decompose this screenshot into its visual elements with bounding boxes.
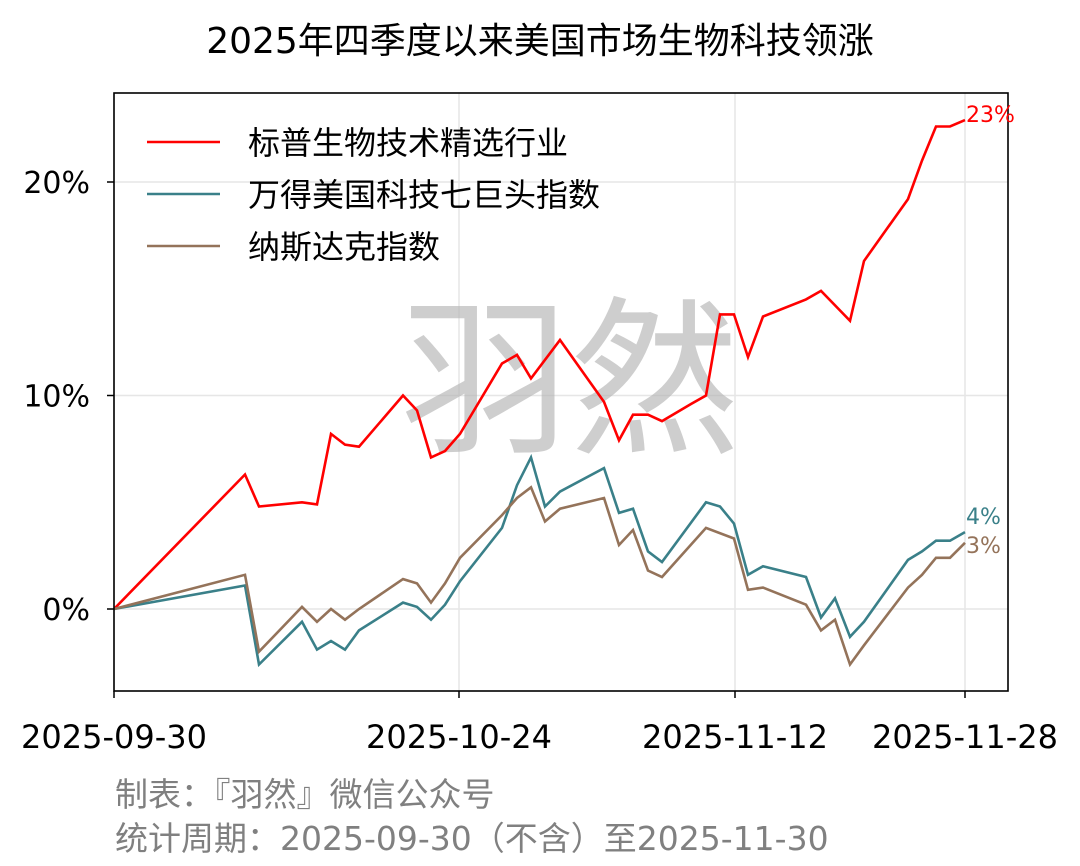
x-axis: 2025-09-30 2025-10-24 2025-11-12 2025-11-28 — [21, 691, 1058, 756]
chart-title: 2025年四季度以来美国市场生物科技领涨 — [206, 21, 874, 62]
watermark-text: 羽然 — [400, 283, 740, 481]
series-lines — [113, 118, 966, 668]
x-tick-label: 2025-10-24 — [366, 718, 552, 756]
plot-frame — [113, 92, 1009, 692]
series-line-0 — [113, 118, 966, 610]
end-label-2: 3% — [966, 534, 1001, 559]
legend-label-2: 纳斯达克指数 — [248, 228, 440, 266]
end-value-labels: 23% 4% 3% — [966, 103, 1015, 559]
legend-label-1: 万得美国科技七巨头指数 — [248, 176, 600, 214]
legend-label-0: 标普生物技术精选行业 — [248, 124, 568, 162]
x-tick-label: 2025-11-12 — [642, 718, 828, 756]
series-line-1 — [113, 453, 966, 668]
footer-period: 统计周期：2025-09-30（不含）至2025-11-30 — [115, 819, 829, 858]
x-tick-label: 2025-11-28 — [872, 718, 1058, 756]
end-label-1: 4% — [966, 505, 1001, 530]
y-tick-label: 20% — [23, 166, 90, 201]
x-tick-label: 2025-09-30 — [21, 718, 207, 756]
series-line-2 — [113, 485, 966, 668]
y-tick-label: 0% — [42, 593, 90, 628]
end-label-0: 23% — [966, 103, 1015, 128]
y-tick-label: 10% — [23, 380, 90, 415]
footer-credit: 制表：『羽然』微信公众号 — [115, 775, 495, 814]
y-axis: 0% 10% 20% — [23, 166, 114, 628]
